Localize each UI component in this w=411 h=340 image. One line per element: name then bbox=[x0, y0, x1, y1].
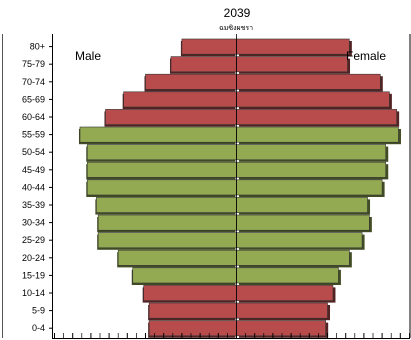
male-bar bbox=[97, 214, 237, 231]
female-bar bbox=[236, 161, 387, 178]
age-group-label: 50-54 bbox=[22, 147, 45, 157]
age-group-label: 70-74 bbox=[22, 77, 45, 87]
age-group-label: 25-29 bbox=[22, 235, 45, 245]
age-group-label: 65-69 bbox=[22, 94, 45, 104]
male-bar bbox=[86, 144, 237, 161]
age-group-label: 15-19 bbox=[22, 270, 45, 280]
female-bar bbox=[236, 91, 390, 108]
male-bar bbox=[86, 161, 237, 178]
female-bar bbox=[236, 109, 397, 125]
age-group-label: 5-9 bbox=[32, 306, 45, 316]
female-bar bbox=[236, 73, 381, 90]
female-bar bbox=[236, 126, 399, 143]
age-group-label: 10-14 bbox=[22, 288, 45, 298]
male-side-label: Male bbox=[75, 49, 101, 63]
female-bar bbox=[236, 285, 334, 301]
male-bar bbox=[105, 109, 237, 125]
age-group-label: 40-44 bbox=[22, 182, 45, 192]
male-bar bbox=[145, 73, 237, 90]
female-bar bbox=[236, 320, 326, 337]
age-group-label: 60-64 bbox=[22, 112, 45, 122]
male-bar bbox=[96, 197, 237, 213]
female-bar bbox=[236, 214, 370, 231]
age-group-label: 30-34 bbox=[22, 218, 45, 228]
male-bar bbox=[86, 179, 237, 196]
age-group-label: 20-24 bbox=[22, 253, 45, 263]
chart-subtitle: ฉมซิงผชรา bbox=[219, 24, 253, 32]
female-bar bbox=[236, 197, 368, 213]
male-bar bbox=[97, 232, 237, 249]
female-bar bbox=[236, 144, 387, 161]
age-group-label: 55-59 bbox=[22, 130, 45, 140]
male-bar bbox=[143, 285, 237, 301]
female-bar bbox=[236, 232, 363, 249]
male-bar bbox=[132, 267, 237, 284]
bars-layer bbox=[78, 38, 401, 338]
female-bar bbox=[236, 267, 339, 284]
male-bar bbox=[148, 302, 237, 319]
female-bar bbox=[236, 302, 328, 319]
male-bar bbox=[181, 38, 237, 55]
male-bar bbox=[117, 249, 237, 266]
female-bar bbox=[236, 249, 350, 266]
male-bar bbox=[170, 56, 237, 73]
female-bar bbox=[236, 38, 350, 55]
age-group-label: 45-49 bbox=[22, 165, 45, 175]
male-bar bbox=[148, 320, 237, 337]
male-bar bbox=[79, 126, 237, 143]
female-side-label: Female bbox=[346, 49, 386, 63]
x-ticks-layer bbox=[54, 333, 410, 339]
y-labels-layer: 80+ 75-79 70-74 65-69 60-64 55-59 50-54 45-49 40… bbox=[22, 42, 53, 333]
age-group-label: 75-79 bbox=[22, 59, 45, 69]
age-group-label: 0-4 bbox=[32, 323, 45, 333]
chart-title: 2039 bbox=[224, 6, 251, 20]
female-bar bbox=[236, 56, 348, 73]
male-bar bbox=[123, 91, 237, 108]
age-group-label: 35-39 bbox=[22, 200, 45, 210]
female-bar bbox=[236, 179, 383, 196]
age-group-label: 80+ bbox=[30, 42, 45, 52]
